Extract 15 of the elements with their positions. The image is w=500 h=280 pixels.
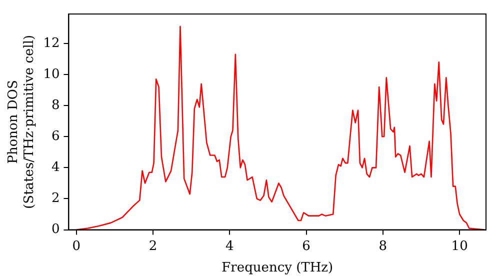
y-tick-label: 4 — [51, 160, 60, 176]
x-tick-label: 10 — [451, 238, 468, 254]
y-tick-label: 2 — [51, 191, 60, 206]
x-tick-label: 4 — [226, 238, 234, 254]
y-tick-label: 10 — [43, 66, 60, 82]
x-tick-label: 6 — [302, 238, 310, 254]
x-tick-label: 2 — [148, 238, 158, 254]
x-tick-label: 8 — [378, 238, 388, 254]
y-tick-label: 8 — [51, 98, 60, 113]
y-axis-title: Phonon DOS (States/THz·primitive cell) — [6, 34, 37, 209]
x-axis-title: Frequency (THz) — [222, 260, 334, 276]
y-tick-label: 12 — [43, 36, 60, 51]
x-tick-label: 0 — [72, 238, 81, 254]
y-tick-label: 0 — [51, 222, 60, 238]
y-tick-label: 6 — [51, 129, 60, 144]
